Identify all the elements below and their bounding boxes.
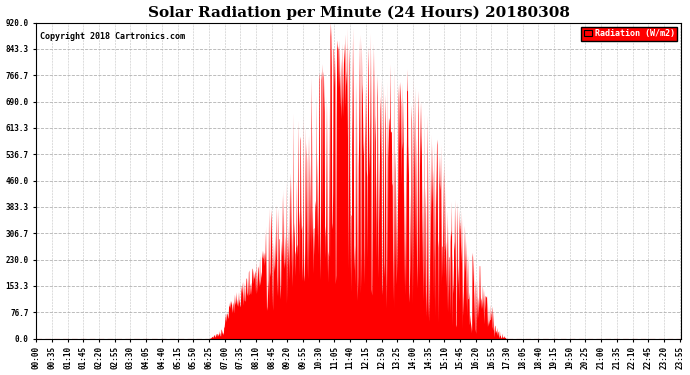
Title: Solar Radiation per Minute (24 Hours) 20180308: Solar Radiation per Minute (24 Hours) 20… [148, 6, 570, 20]
Legend: Radiation (W/m2): Radiation (W/m2) [582, 27, 678, 40]
Text: Copyright 2018 Cartronics.com: Copyright 2018 Cartronics.com [39, 32, 184, 41]
